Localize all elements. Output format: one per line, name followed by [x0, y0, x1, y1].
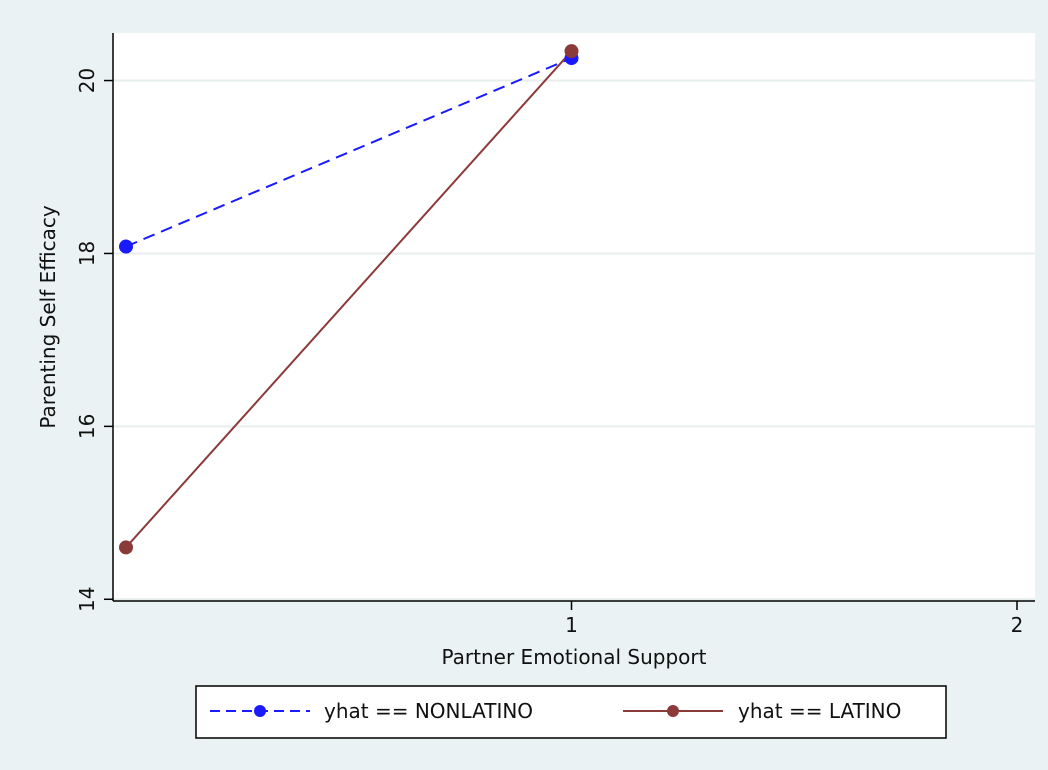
legend: yhat == NONLATINO yhat == LATINO: [195, 685, 947, 739]
axis-layer: 14 16 18 20 1 2: [75, 33, 1035, 637]
x-tick-label: 2: [1011, 613, 1024, 637]
legend-box: [195, 685, 947, 739]
x-axis-title: Partner Emotional Support: [442, 645, 707, 669]
legend-label-latino: yhat == LATINO: [738, 699, 901, 723]
series-point-1-1: [564, 44, 579, 59]
series-point-0-0: [119, 239, 133, 254]
series-line-0: [125, 57, 572, 248]
legend-label-nonlatino: yhat == NONLATINO: [324, 699, 533, 723]
series-point-1-0: [119, 540, 133, 555]
legend-key-marker-latino: [667, 705, 679, 717]
series-line-1: [125, 50, 573, 549]
y-tick-label: 20: [75, 68, 99, 93]
legend-key-marker-nonlatino: [254, 705, 266, 717]
grid-layer: [113, 79, 1035, 601]
y-tick-label: 18: [75, 241, 99, 266]
y-tick-label: 16: [75, 414, 99, 439]
y-tick-label: 14: [75, 587, 99, 612]
x-tick-label: 1: [565, 613, 578, 637]
plot-area: [113, 33, 1035, 601]
y-axis-title: Parenting Self Efficacy: [36, 205, 60, 428]
series-layer: [119, 44, 579, 555]
